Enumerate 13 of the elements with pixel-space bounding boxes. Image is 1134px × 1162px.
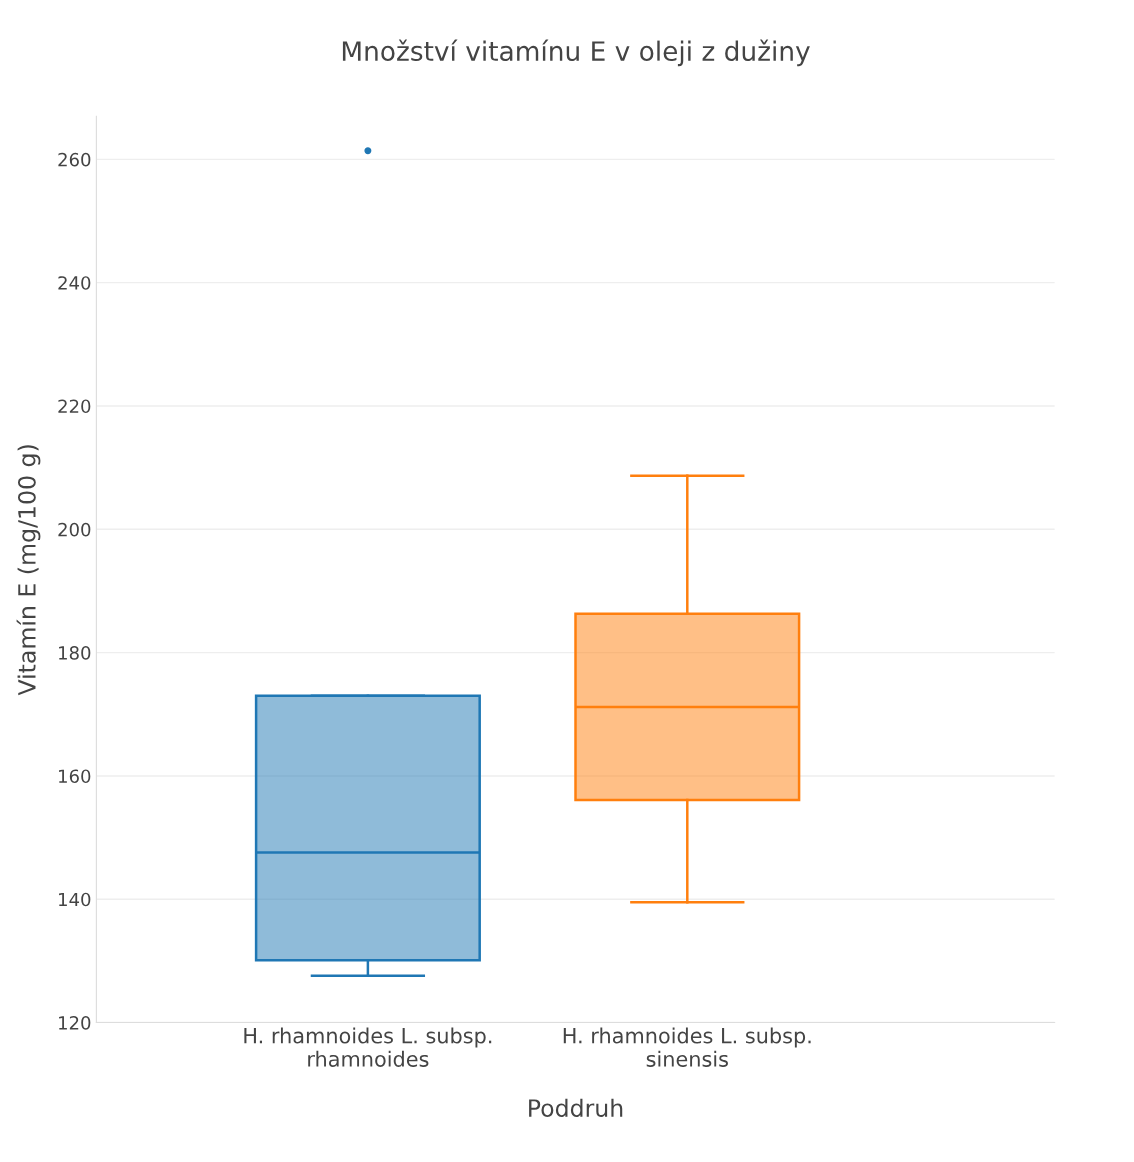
y-tick-label: 140 <box>59 892 91 907</box>
x-axis-title: Poddruh <box>529 1098 623 1117</box>
x-tick-label: H. rhamnoides L. subsp. rhamnoides <box>244 1027 492 1067</box>
y-tick-label: 160 <box>59 769 91 784</box>
x-tick-label: H. rhamnoides L. subsp. sinensis <box>563 1027 811 1067</box>
y-axis-title: Vitamín E (mg/100 g) <box>16 445 41 696</box>
y-tick-label: 180 <box>59 646 91 660</box>
y-tick-label: 220 <box>58 399 91 414</box>
y-tick-label: 200 <box>58 522 91 537</box>
y-tick-label: 260 <box>58 152 91 167</box>
y-tick-label: 240 <box>58 276 91 290</box>
chart-title: Množství vitamínu E v oleji z dužiny <box>342 39 810 67</box>
y-tick-label: 120 <box>59 1016 91 1030</box>
